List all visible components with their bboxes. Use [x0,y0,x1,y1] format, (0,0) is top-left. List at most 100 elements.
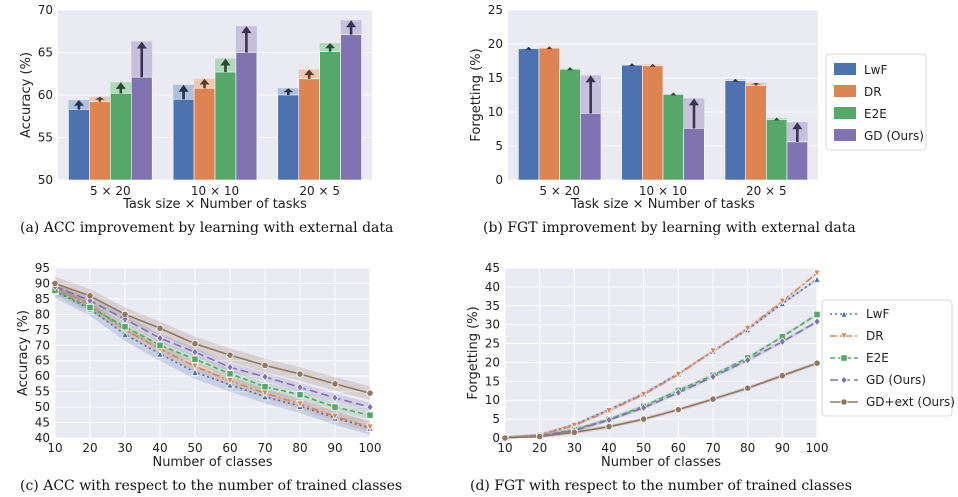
y-axis-label: Accuracy (%) [19,52,34,138]
series-line [54,282,371,394]
arrow-head [670,92,677,96]
y-tick-label: 45 [35,416,50,430]
data-point [86,303,94,312]
data-point [674,370,683,379]
data-point [156,324,164,332]
data-point [191,340,199,348]
x-axis-label: Number of classes [152,455,272,470]
data-point [605,407,613,415]
y-tick-label: 85 [35,292,50,306]
y-tick-label: 15 [488,71,503,85]
data-point [331,412,339,421]
x-tick-label: 20 × 5 [299,184,340,198]
series-line [54,290,371,429]
data-point [191,368,199,376]
arrow-head [649,63,656,67]
legend-label: GD (Ours) [864,129,924,143]
legend-label: E2E [864,107,887,121]
x-tick-label: 30 [117,441,132,455]
y-tick-label: 30 [485,318,500,332]
legend-label: E2E [866,351,889,365]
y-tick-label: 5 [492,412,500,426]
x-tick-label: 20 [532,441,547,455]
series-line [504,272,818,439]
legend-label: GD+ext (Ours) [866,395,955,409]
arrow-head [283,88,294,93]
x-tick-label: 80 [292,441,307,455]
data-point [570,428,578,436]
y-tick-label: 0 [495,173,503,187]
data-point [366,411,374,419]
x-tick-label: 20 × 5 [746,184,787,198]
data-point [366,423,374,432]
bar [68,109,90,181]
data-point [840,332,848,341]
legend-box [821,299,953,417]
y-tick-label: 20 [485,355,500,369]
bar [538,47,560,181]
caption-c: (c) ACC with respect to the number of tr… [20,478,403,494]
data-point [191,347,199,357]
data-point [191,362,199,371]
series-line [504,362,818,439]
arrow-head [525,46,532,50]
y-tick-label: 65 [35,354,50,368]
data-point [261,372,269,382]
data-point [366,402,374,412]
legend-swatch [834,107,856,119]
arrow-head [241,26,252,34]
x-tick-label: 90 [327,441,342,455]
x-tick-label: 5 × 20 [90,184,131,198]
bar [193,87,216,181]
arrow-head [178,84,189,92]
arrow-head [94,96,105,100]
y-axis-label: Accuracy (%) [16,310,31,396]
data-point [813,359,821,367]
y-tick-label: 50 [38,173,53,187]
y-tick-label: 90 [35,276,50,290]
series-line [54,285,371,408]
y-tick-label: 40 [35,431,50,445]
y-tick-label: 5 [495,139,503,153]
data-point [296,370,304,378]
arrow-head [546,46,553,50]
legend-swatch [834,129,856,141]
legend-label: DR [864,85,882,99]
data-point [570,421,579,430]
bar [235,52,258,181]
data-point [296,400,304,409]
data-point [813,317,821,327]
bar [340,34,362,181]
caption-b: (b) FGT improvement by learning with ext… [483,220,856,236]
data-point [813,269,821,278]
series-line [504,320,818,439]
data-point [709,347,717,356]
data-point [840,375,848,385]
confidence-band [55,276,370,400]
arrow-head [732,78,739,82]
x-tick-label: 20 [82,441,97,455]
data-point [778,337,787,347]
data-point [366,389,374,397]
data-point [743,355,752,365]
x-tick-label: 50 [187,441,202,455]
bar [298,78,320,181]
data-point [121,310,129,318]
x-tick-label: 10 [497,441,512,455]
bar [319,51,341,181]
bar [172,98,195,181]
bar [642,65,664,181]
x-tick-label: 90 [775,441,790,455]
bar [559,68,581,181]
y-axis-label: Forgetting (%) [469,48,484,141]
y-tick-label: 65 [38,46,53,60]
x-tick-label: 100 [359,441,382,455]
data-point [639,390,648,399]
data-point [674,388,683,398]
series-line [54,289,371,416]
data-point [331,380,339,388]
bar [662,94,684,181]
